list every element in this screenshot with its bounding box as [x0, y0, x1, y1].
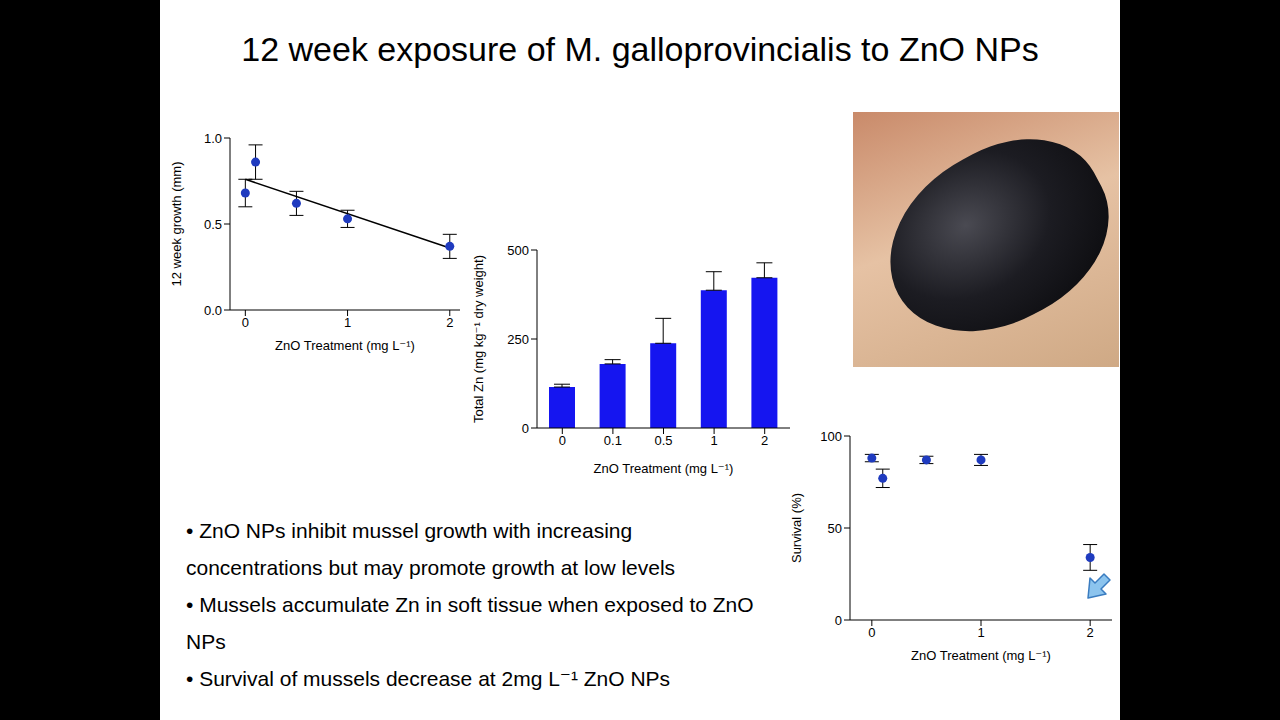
html-text:12 week growth (mm): 12 week growth (mm): [168, 161, 184, 287]
html-text:• Survival of mussels decrease: • Survival of mussels decrease at 2mg L⁻…: [186, 667, 671, 690]
svg-text:0.1: 0.1: [604, 433, 622, 448]
svg-text:0: 0: [559, 433, 566, 448]
svg-text:0: 0: [522, 421, 529, 436]
svg-text:ZnO Treatment (mg L⁻¹): ZnO Treatment (mg L⁻¹): [275, 338, 415, 353]
svg-text:1: 1: [977, 625, 984, 640]
html-text:12 week exposure of M. gallopr: 12 week exposure of M. galloprovincialis…: [241, 30, 1039, 68]
svg-text:250: 250: [507, 332, 529, 347]
svg-text:ZnO Treatment (mg L⁻¹): ZnO Treatment (mg L⁻¹): [911, 648, 1051, 663]
html-text:• ZnO NPs inhibit mussel growt: • ZnO NPs inhibit mussel growth with inc…: [186, 519, 676, 579]
svg-text:0: 0: [868, 625, 875, 640]
svg-text:0.0: 0.0: [204, 303, 222, 318]
svg-text:0: 0: [242, 315, 249, 330]
svg-text:2: 2: [446, 315, 453, 330]
svg-text:2: 2: [761, 433, 768, 448]
svg-text:0: 0: [835, 613, 842, 628]
html-text:• Mussels accumulate Zn in sof: • Mussels accumulate Zn in soft tissue w…: [186, 593, 754, 653]
svg-text:2: 2: [1087, 625, 1094, 640]
svg-text:1: 1: [344, 315, 351, 330]
svg-text:ZnO Treatment (mg L⁻¹): ZnO Treatment (mg L⁻¹): [594, 461, 734, 476]
svg-text:1.0: 1.0: [204, 131, 222, 146]
svg-text:0.5: 0.5: [204, 217, 222, 232]
svg-text:0.5: 0.5: [654, 433, 672, 448]
svg-text:500: 500: [507, 243, 529, 258]
html-text:Survival (%): Survival (%): [788, 493, 804, 563]
svg-text:100: 100: [820, 429, 842, 444]
svg-text:50: 50: [828, 521, 842, 536]
html-text:Total Zn (mg kg⁻¹ dry weight): Total Zn (mg kg⁻¹ dry weight): [470, 255, 486, 423]
svg-text:1: 1: [710, 433, 717, 448]
